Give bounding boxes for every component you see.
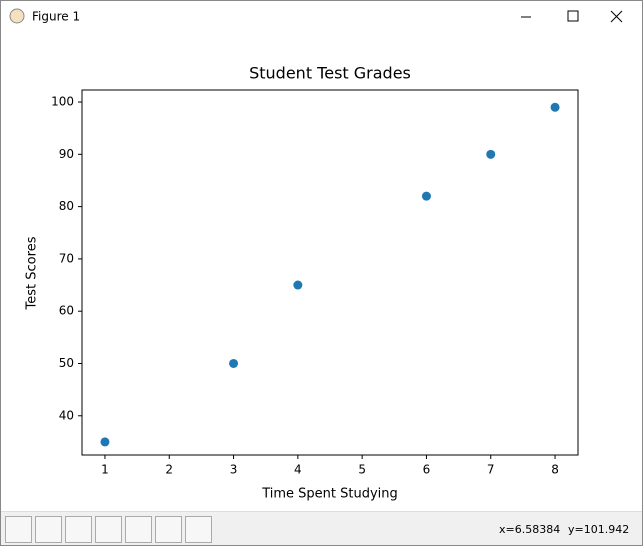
x-tick-label: 3 (230, 463, 238, 477)
back-button[interactable] (35, 516, 62, 543)
y-tick-label: 100 (51, 95, 74, 109)
point (100, 437, 110, 447)
y-tick-label: 50 (59, 356, 74, 370)
x-tick-label: 2 (165, 463, 173, 477)
y-tick-label: 40 (59, 408, 74, 422)
window-title: Figure 1 (32, 10, 80, 24)
close-button[interactable] (610, 10, 623, 23)
home-button[interactable] (5, 516, 32, 543)
point (486, 149, 496, 159)
x-tick-label: 5 (358, 463, 366, 477)
configure-button[interactable] (155, 516, 182, 543)
figure: Figure 1 Student Test Grades Time Spent … (9, 8, 623, 502)
maximize-button[interactable] (567, 10, 579, 22)
point (293, 280, 303, 290)
y-tick-label: 70 (59, 251, 74, 265)
toolbar: x=6.58384 y=101.942 (1, 511, 642, 545)
status-x: x=6.58384 (499, 523, 561, 536)
point (550, 102, 560, 112)
save-button[interactable] (185, 516, 212, 543)
chart-title: Student Test Grades (249, 64, 411, 83)
forward-button[interactable] (65, 516, 92, 543)
app-icon (9, 8, 25, 24)
x-axis-label: Time Spent Studying (261, 487, 398, 502)
x-tick-label: 4 (294, 463, 302, 477)
axes-frame (81, 89, 579, 456)
y-tick-label: 90 (59, 147, 74, 161)
x-tick-label: 1 (101, 463, 109, 477)
x-tick-label: 6 (423, 463, 431, 477)
y-axis-label: Test Scores (25, 236, 40, 310)
zoom-button[interactable] (125, 516, 152, 543)
pan-button[interactable] (95, 516, 122, 543)
x-tick-label: 7 (487, 463, 495, 477)
y-tick-label: 80 (59, 199, 74, 213)
point (229, 358, 239, 368)
point (421, 191, 431, 201)
status-y: y=101.942 (568, 523, 630, 536)
y-tick-label: 60 (59, 304, 74, 318)
x-tick-label: 8 (551, 463, 559, 477)
